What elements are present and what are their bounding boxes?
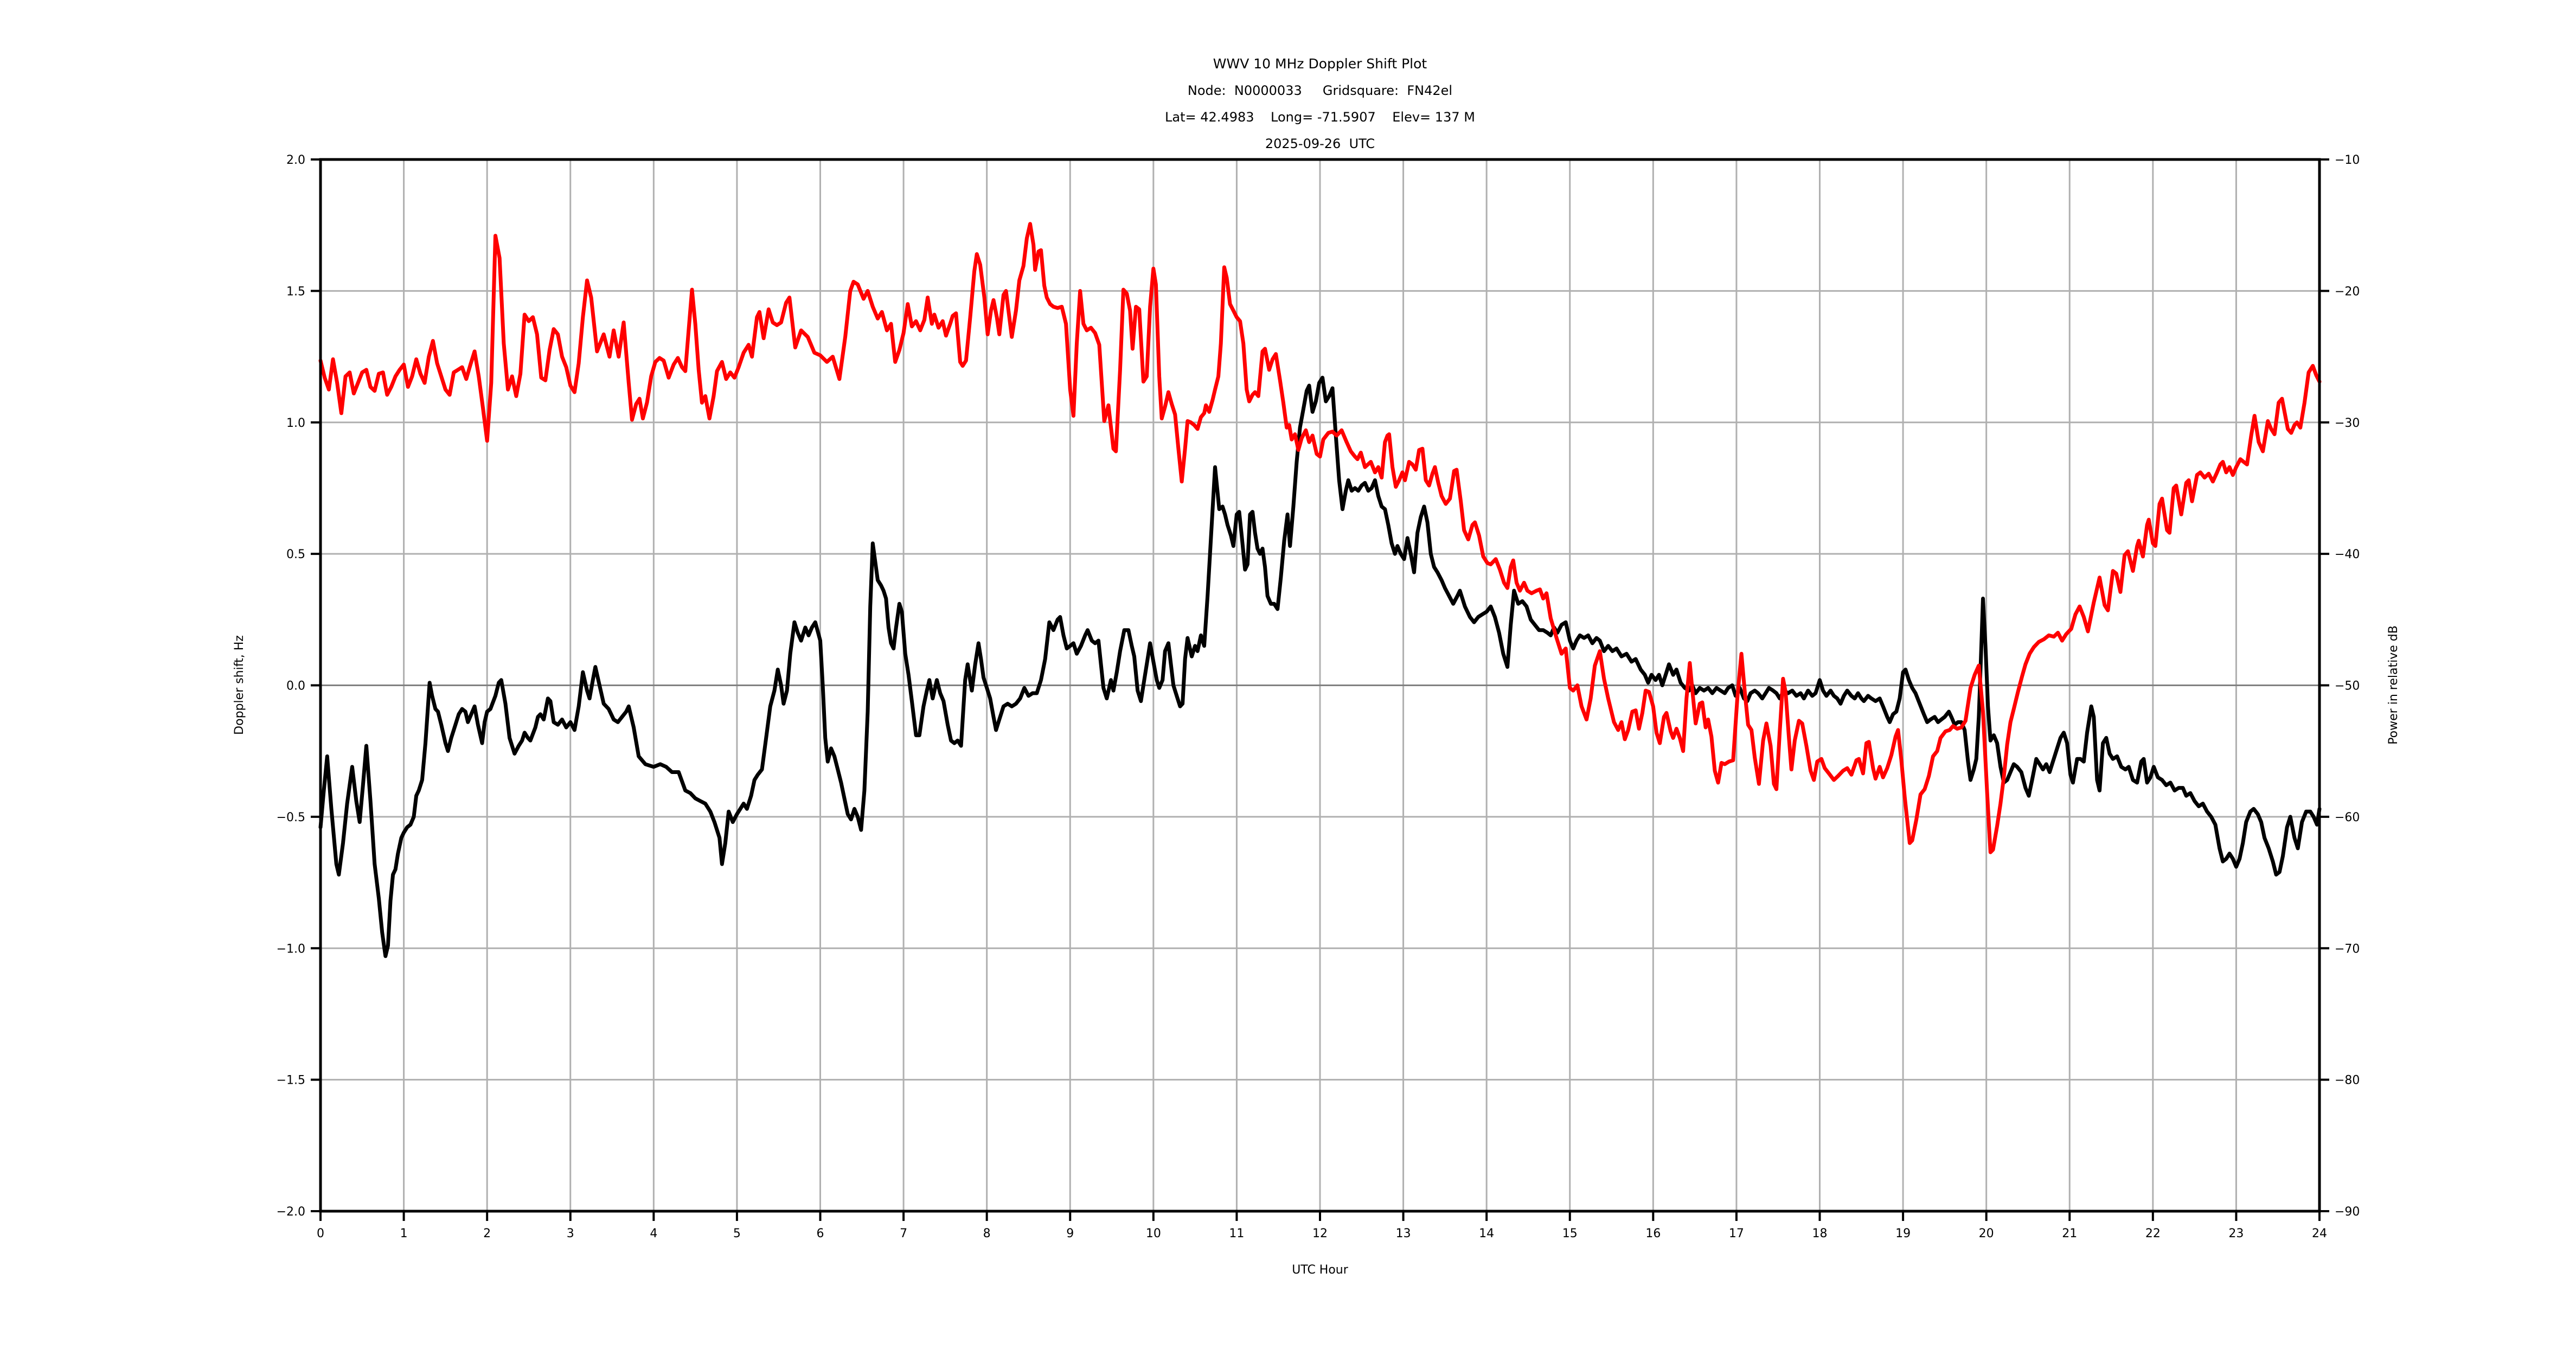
x-tick-label: 5 — [733, 1227, 741, 1240]
x-tick-label: 14 — [1479, 1227, 1494, 1240]
chart-subtitle-lat-long-elev: Lat= 42.4983 Long= -71.5907 Elev= 137 M — [1165, 110, 1475, 125]
x-tick-label: 17 — [1729, 1227, 1744, 1240]
x-tick-label: 19 — [1895, 1227, 1911, 1240]
y-right-tick-label: −50 — [2335, 680, 2360, 693]
chart-subtitle-date: 2025-09-26 UTC — [1265, 136, 1375, 151]
series-doppler-line — [318, 375, 2322, 958]
y-right-tick-label: −10 — [2335, 153, 2360, 167]
y-right-tick-label: −20 — [2335, 285, 2360, 298]
x-tick-label: 3 — [567, 1227, 574, 1240]
x-tick-label: 8 — [983, 1227, 991, 1240]
y-right-axis-label: Power in relative dB — [2387, 625, 2400, 745]
x-tick-label: 1 — [400, 1227, 408, 1240]
x-tick-label: 10 — [1146, 1227, 1161, 1240]
x-tick-label: 24 — [2312, 1227, 2327, 1240]
y-right-tick-label: −80 — [2335, 1074, 2360, 1088]
y-right-tick-label: −40 — [2335, 548, 2360, 561]
title-block: WWV 10 MHz Doppler Shift Plot Node: N000… — [1165, 56, 1475, 151]
y-left-tick-label: 1.5 — [286, 285, 305, 298]
series-power-line — [318, 222, 2322, 854]
y-left-tick-label: −2.0 — [277, 1205, 305, 1219]
x-tick-label: 21 — [2062, 1227, 2077, 1240]
x-tick-label: 12 — [1312, 1227, 1328, 1240]
y-left-axis-label: Doppler shift, Hz — [233, 635, 246, 735]
y-left-tick-label: 2.0 — [286, 153, 305, 167]
y-left-tick-label: −1.5 — [277, 1074, 305, 1088]
x-tick-label: 15 — [1562, 1227, 1578, 1240]
x-tick-label: 18 — [1812, 1227, 1828, 1240]
x-tick-label: 6 — [817, 1227, 824, 1240]
y-right-tick-label: −30 — [2335, 417, 2360, 430]
y-left-tick-label: −0.5 — [277, 811, 305, 824]
x-tick-label: 4 — [650, 1227, 657, 1240]
x-tick-label: 20 — [1979, 1227, 1994, 1240]
y-right-tick-label: −70 — [2335, 942, 2360, 956]
x-tick-label: 22 — [2145, 1227, 2161, 1240]
y-left-tick-label: −1.0 — [277, 942, 305, 956]
chart-title: WWV 10 MHz Doppler Shift Plot — [1213, 56, 1427, 72]
x-tick-label: 13 — [1396, 1227, 1411, 1240]
x-tick-label: 2 — [483, 1227, 491, 1240]
y-right-tick-label: −90 — [2335, 1205, 2360, 1219]
x-tick-label: 7 — [900, 1227, 907, 1240]
x-axis-label: UTC Hour — [1292, 1263, 1349, 1277]
chart-subtitle-node-gridsquare: Node: N0000033 Gridsquare: FN42el — [1188, 83, 1452, 98]
x-tick-label: 16 — [1645, 1227, 1661, 1240]
y-left-tick-label: 0.0 — [286, 680, 305, 693]
x-tick-label: 9 — [1066, 1227, 1074, 1240]
y-right-tick-label: −60 — [2335, 811, 2360, 824]
x-tick-label: 0 — [317, 1227, 324, 1240]
x-tick-label: 11 — [1229, 1227, 1244, 1240]
y-left-tick-label: 1.0 — [286, 417, 305, 430]
plot-area: 0 1 2 3 4 5 6 7 8 9 10 11 12 13 14 15 16 17 18 19 20 21 22 23 24… — [277, 153, 2360, 1240]
y-left-tick-label: 0.5 — [286, 548, 305, 561]
x-tick-label: 23 — [2228, 1227, 2244, 1240]
